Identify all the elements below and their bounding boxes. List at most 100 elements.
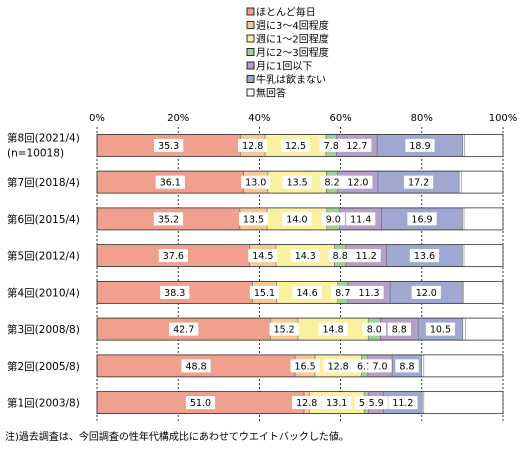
- data-label: 7.0: [372, 361, 387, 372]
- data-label: 12.7: [346, 141, 367, 152]
- category-label: 第3回(2008/8): [7, 323, 80, 336]
- data-label: 8.7: [335, 288, 350, 299]
- legend-label: 牛乳は飲まない: [256, 73, 326, 86]
- data-label: 13.1: [326, 398, 347, 409]
- data-label: 13.0: [245, 178, 266, 189]
- data-label-bg: [158, 249, 188, 263]
- data-label-bg: [323, 359, 353, 373]
- data-label: 38.3: [164, 288, 185, 299]
- bar-outline: [96, 170, 504, 194]
- bar-segment: [462, 281, 464, 304]
- data-label: 42.7: [173, 325, 194, 336]
- data-label: 12.8: [296, 398, 317, 409]
- data-label: 12.0: [347, 178, 368, 189]
- data-label-bg: [154, 138, 184, 152]
- footnote: 注)過去調査は、今回調査の性年代構成比にあわせてウエイトバックした値。: [5, 430, 349, 443]
- data-label-bg: [318, 322, 348, 336]
- data-label-bg: [322, 396, 352, 410]
- data-label-bg: [238, 138, 268, 152]
- data-label-bg: [351, 249, 381, 263]
- legend-swatch: [246, 61, 255, 70]
- data-label-bg: [282, 175, 312, 189]
- data-label: 12.8: [242, 141, 263, 152]
- data-label-bg: [395, 359, 419, 373]
- bar-segment: [462, 317, 466, 341]
- data-label: 37.6: [163, 251, 184, 262]
- category-label: 第6回(2015/4): [7, 213, 80, 226]
- data-label-bg: [403, 175, 434, 189]
- bar-segment: [421, 354, 425, 378]
- bar-outline: [96, 280, 504, 304]
- data-label: 8.8: [333, 251, 348, 262]
- category-labels: 第8回(2021/4) (n=10018) 第7回(2018/4) 第6回(2015/…: [7, 131, 80, 409]
- x-tick-label: 60%: [329, 113, 351, 124]
- data-label: 7.8: [324, 141, 339, 152]
- category-label: 第4回(2010/4): [7, 286, 80, 299]
- bar-segment: [421, 391, 425, 414]
- data-label-bg: [342, 138, 372, 152]
- data-label-bg: [411, 285, 441, 299]
- legend-label: 無回答: [256, 87, 286, 100]
- data-label-bg: [181, 359, 211, 373]
- data-label-bg: [328, 249, 352, 263]
- data-label: 8.2: [325, 178, 340, 189]
- data-label-bg: [292, 285, 322, 299]
- category-label: 第5回(2012/4): [7, 250, 80, 263]
- data-label-bg: [290, 249, 320, 263]
- data-label-bg: [155, 175, 185, 189]
- data-labels: 35.3 12.8 12.5 7.8 12.7 18.9 36.1 13.0 13.5 8.2 12…: [153, 138, 456, 410]
- category-label: 第7回(2018/4): [7, 176, 80, 189]
- data-label: 15.2: [274, 325, 295, 336]
- data-label: 14.6: [297, 288, 318, 299]
- x-tick-label: 100%: [489, 113, 518, 124]
- bar-segment: [458, 170, 462, 194]
- bar-outline: [96, 244, 504, 268]
- x-tick-label: 0%: [89, 113, 105, 124]
- data-label: 13.5: [287, 178, 308, 189]
- legend-swatch: [246, 48, 255, 56]
- data-label: 14.3: [295, 251, 316, 262]
- bar-outline: [96, 354, 504, 378]
- data-label-bg: [343, 175, 373, 189]
- data-label: 8.8: [399, 361, 414, 372]
- data-label-bg: [387, 322, 411, 336]
- category-label: 第1回(2003/8): [7, 397, 80, 410]
- legend-swatch: [246, 88, 255, 97]
- data-label: 14.5: [252, 251, 273, 262]
- category-label: (n=10018): [7, 147, 64, 159]
- bar-outline: [96, 207, 504, 231]
- data-label-bg: [331, 285, 355, 299]
- legend-swatch: [246, 21, 255, 29]
- data-label: 15.1: [254, 288, 275, 299]
- x-axis-ticks: 0% 20% 40% 60% 80% 100%: [89, 113, 517, 124]
- data-label-bg: [269, 322, 299, 336]
- category-label: 第8回(2021/4): [7, 131, 80, 144]
- data-label: 18.9: [409, 141, 430, 152]
- data-label-bg: [153, 212, 184, 226]
- data-label-bg: [160, 285, 190, 299]
- data-label: 14.8: [323, 325, 344, 336]
- data-label-bg: [249, 285, 280, 299]
- data-label-bg: [241, 175, 271, 189]
- data-label-bg: [282, 212, 312, 226]
- legend-label: 週に3～4回程度: [256, 19, 329, 32]
- data-label-bg: [405, 138, 435, 152]
- data-label-bg: [354, 285, 384, 299]
- data-label-bg: [388, 396, 418, 410]
- data-label-bg: [362, 322, 386, 336]
- data-label: 11.4: [350, 214, 371, 225]
- data-label: 11.3: [358, 288, 379, 299]
- data-label-bg: [368, 359, 392, 373]
- legend-swatch: [246, 75, 255, 83]
- data-label-bg: [409, 249, 440, 263]
- data-label: 36.1: [160, 178, 181, 189]
- data-label: 6.1: [357, 361, 372, 372]
- data-label: 11.2: [356, 251, 377, 262]
- data-label-bg: [364, 396, 388, 410]
- data-label-bg: [425, 322, 456, 336]
- data-label-bg: [280, 138, 311, 152]
- data-label-bg: [248, 249, 278, 263]
- data-label-bg: [290, 359, 320, 373]
- data-label: 14.0: [286, 214, 307, 225]
